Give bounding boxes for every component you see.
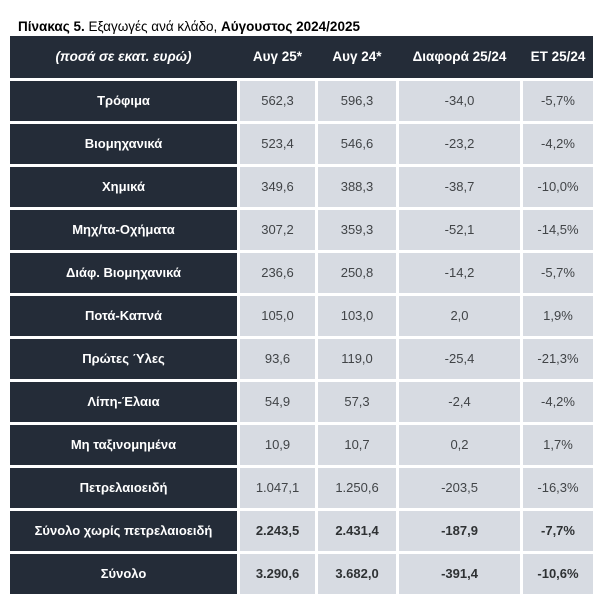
value-cell: -16,3% xyxy=(523,468,593,508)
value-cell: -10,6% xyxy=(523,554,593,594)
table-header-row: (ποσά σε εκατ. ευρώ) Αυγ 25* Αυγ 24* Δια… xyxy=(10,36,593,78)
header-cell-aug-24: Αυγ 24* xyxy=(332,49,382,65)
value-cell: 3.290,6 xyxy=(240,554,315,594)
value-cell: 10,9 xyxy=(240,425,315,465)
value-cell: 359,3 xyxy=(318,210,396,250)
table-title-text: Εξαγωγές ανά κλάδο, xyxy=(84,19,222,34)
row-label-cell: Πετρελαιοειδή xyxy=(10,468,237,508)
value-cell: 596,3 xyxy=(318,81,396,121)
value-cell: -14,2 xyxy=(399,253,520,293)
value-cell: -203,5 xyxy=(399,468,520,508)
value-cell: 546,6 xyxy=(318,124,396,164)
row-label-cell: Χημικά xyxy=(10,167,237,207)
value-cell: -34,0 xyxy=(399,81,520,121)
row-label-cell: Τρόφιμα xyxy=(10,81,237,121)
value-cell: -4,2% xyxy=(523,382,593,422)
value-cell: 1,9% xyxy=(523,296,593,336)
value-cell: -52,1 xyxy=(399,210,520,250)
value-cell: 54,9 xyxy=(240,382,315,422)
value-cell: 1,7% xyxy=(523,425,593,465)
row-label-cell: Διάφ. Βιομηχανικά xyxy=(10,253,237,293)
exports-by-sector-table: (ποσά σε εκατ. ευρώ) Αυγ 25* Αυγ 24* Δια… xyxy=(10,36,593,594)
row-label-cell: Σύνολο χωρίς πετρελαιοειδή xyxy=(10,511,237,551)
value-cell: 349,6 xyxy=(240,167,315,207)
value-cell: -187,9 xyxy=(399,511,520,551)
table-title-number: Πίνακας 5. xyxy=(18,19,85,34)
value-cell: 388,3 xyxy=(318,167,396,207)
header-cell-units: (ποσά σε εκατ. ευρώ) xyxy=(55,49,192,65)
value-cell: -5,7% xyxy=(523,81,593,121)
value-cell: 2.431,4 xyxy=(318,511,396,551)
row-label-cell: Μη ταξινομημένα xyxy=(10,425,237,465)
value-cell: 250,8 xyxy=(318,253,396,293)
row-label-cell: Πρώτες Ύλες xyxy=(10,339,237,379)
value-cell: -391,4 xyxy=(399,554,520,594)
value-cell: 57,3 xyxy=(318,382,396,422)
value-cell: 93,6 xyxy=(240,339,315,379)
value-cell: 105,0 xyxy=(240,296,315,336)
value-cell: -10,0% xyxy=(523,167,593,207)
header-cell-aug-25: Αυγ 25* xyxy=(252,49,303,65)
value-cell: 2,0 xyxy=(399,296,520,336)
value-cell: 0,2 xyxy=(399,425,520,465)
value-cell: 103,0 xyxy=(318,296,396,336)
header-cell-annual-rate: ΕΤ 25/24 xyxy=(530,49,586,65)
row-label-cell: Ποτά-Καπνά xyxy=(10,296,237,336)
value-cell: -38,7 xyxy=(399,167,520,207)
value-cell: -23,2 xyxy=(399,124,520,164)
row-label-cell: Βιομηχανικά xyxy=(10,124,237,164)
header-cell-difference: Διαφορά 25/24 xyxy=(412,49,507,65)
value-cell: 10,7 xyxy=(318,425,396,465)
value-cell: -2,4 xyxy=(399,382,520,422)
value-cell: 119,0 xyxy=(318,339,396,379)
value-cell: 1.047,1 xyxy=(240,468,315,508)
value-cell: -5,7% xyxy=(523,253,593,293)
value-cell: 562,3 xyxy=(240,81,315,121)
row-label-cell: Λίπη-Έλαια xyxy=(10,382,237,422)
row-label-cell: Μηχ/τα-Οχήματα xyxy=(10,210,237,250)
value-cell: 1.250,6 xyxy=(318,468,396,508)
value-cell: -21,3% xyxy=(523,339,593,379)
value-cell: 236,6 xyxy=(240,253,315,293)
value-cell: 2.243,5 xyxy=(240,511,315,551)
value-cell: 523,4 xyxy=(240,124,315,164)
value-cell: 307,2 xyxy=(240,210,315,250)
row-label-cell: Σύνολο xyxy=(10,554,237,594)
value-cell: -14,5% xyxy=(523,210,593,250)
value-cell: -25,4 xyxy=(399,339,520,379)
table-title: Πίνακας 5. Εξαγωγές ανά κλάδο, Αύγουστος… xyxy=(3,4,360,49)
value-cell: -7,7% xyxy=(523,511,593,551)
table-title-period: Αύγουστος 2024/2025 xyxy=(221,19,360,34)
value-cell: 3.682,0 xyxy=(318,554,396,594)
value-cell: -4,2% xyxy=(523,124,593,164)
